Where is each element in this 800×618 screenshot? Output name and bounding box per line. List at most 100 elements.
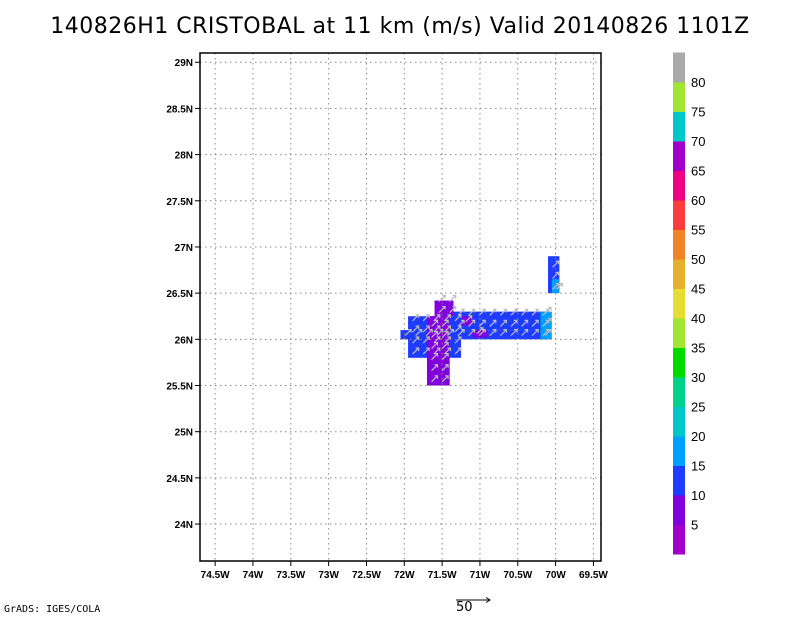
wind-vector-49 bbox=[489, 308, 497, 316]
colorbar-label-2: 15 bbox=[691, 459, 705, 474]
colorbar-label-9: 50 bbox=[691, 252, 705, 267]
wind-vector-31 bbox=[431, 319, 439, 327]
wind-vector-13 bbox=[422, 314, 430, 322]
wind-vector-56 bbox=[531, 319, 539, 327]
colorbar-swatch-5 bbox=[673, 377, 685, 407]
wind-vector-75 bbox=[552, 271, 560, 279]
reference-vector-label: 50 bbox=[456, 600, 473, 615]
wind-vector-22 bbox=[454, 347, 462, 355]
wind-vector-53 bbox=[510, 308, 518, 316]
wind-vector-32 bbox=[441, 375, 449, 383]
footer-credit: GrADS: IGES/COLA bbox=[4, 604, 101, 615]
x-tick-label-2: 73.5W bbox=[276, 570, 305, 581]
colorbar-swatch-13 bbox=[673, 141, 685, 171]
x-tick-label-7: 71W bbox=[470, 570, 491, 581]
y-tick-label-3: 25.5N bbox=[166, 382, 193, 393]
y-tick-label-7: 27.5N bbox=[166, 197, 193, 208]
wind-vector-77 bbox=[555, 282, 563, 290]
wind-vectors bbox=[404, 260, 563, 383]
x-axis: 74.5W 74W 73.5W 73W 72.5W 72W 71.5W 71W 70.5W 70W… bbox=[201, 561, 608, 581]
wind-vector-37 bbox=[441, 319, 449, 327]
wind-vector-12 bbox=[422, 325, 430, 333]
colorbar-swatch-9 bbox=[673, 259, 685, 289]
chart-title: 140826H1 CRISTOBAL at 11 km (m/s) Valid … bbox=[50, 14, 750, 39]
x-tick-label-1: 74W bbox=[243, 570, 264, 581]
colorbar-label-15: 80 bbox=[691, 75, 705, 90]
wind-vector-1 bbox=[415, 329, 423, 337]
colorbar-label-8: 45 bbox=[691, 282, 705, 297]
wind-vector-48 bbox=[489, 319, 497, 327]
colorbar-swatch-12 bbox=[673, 170, 685, 201]
colorbar-label-12: 65 bbox=[691, 164, 705, 179]
wind-vector-50 bbox=[499, 319, 507, 327]
colorbar: 5 10 15 20 25 30 35 40 45 50 55 60 65 70 75 80 bbox=[673, 52, 705, 555]
colorbar-swatch-0 bbox=[673, 524, 685, 555]
colorbar-label-1: 10 bbox=[691, 488, 705, 503]
colorbar-swatch-7 bbox=[673, 318, 685, 348]
wind-vector-44 bbox=[468, 319, 476, 327]
colorbar-label-5: 30 bbox=[691, 370, 705, 385]
wind-vector-69 bbox=[476, 327, 484, 335]
wind-vector-4 bbox=[446, 329, 455, 337]
wind-vector-3 bbox=[436, 329, 444, 337]
wind-vector-61 bbox=[468, 329, 476, 337]
wind-vector-45 bbox=[468, 308, 476, 316]
colorbar-swatch-15 bbox=[673, 82, 685, 112]
wind-vector-8 bbox=[412, 325, 420, 333]
wind-vector-9 bbox=[412, 314, 420, 322]
colorbar-swatch-8 bbox=[673, 288, 685, 319]
wind-vector-40 bbox=[449, 305, 457, 313]
wind-vector-28 bbox=[431, 353, 439, 361]
wind-vector-11 bbox=[422, 336, 430, 344]
wind-vector-29 bbox=[431, 341, 439, 349]
wind-vector-67 bbox=[531, 329, 539, 337]
wind-vector-34 bbox=[441, 353, 449, 361]
y-tick-label-9: 28.5N bbox=[166, 104, 193, 115]
x-tick-label-0: 74.5W bbox=[201, 570, 230, 581]
wind-vector-74 bbox=[552, 282, 560, 290]
wind-vector-51 bbox=[499, 308, 507, 316]
wind-vector-73 bbox=[544, 306, 552, 314]
wind-vector-70 bbox=[465, 315, 473, 323]
wind-vector-71 bbox=[544, 329, 552, 337]
y-tick-label-0: 24N bbox=[175, 520, 193, 531]
wind-vector-55 bbox=[521, 308, 529, 316]
colorbar-label-10: 55 bbox=[691, 223, 705, 238]
wind-vector-64 bbox=[499, 329, 507, 337]
wind-vector-26 bbox=[431, 375, 439, 383]
colorbar-label-6: 35 bbox=[691, 341, 705, 356]
wind-vector-52 bbox=[510, 319, 518, 327]
colorbar-label-14: 75 bbox=[691, 105, 705, 120]
y-tick-label-4: 26N bbox=[175, 335, 193, 346]
x-tick-label-5: 72W bbox=[394, 570, 415, 581]
y-tick-label-1: 24.5N bbox=[166, 474, 193, 485]
wind-vector-42 bbox=[457, 319, 465, 327]
x-tick-label-4: 72.5W bbox=[352, 570, 381, 581]
x-tick-label-8: 70.5W bbox=[503, 570, 532, 581]
colorbar-swatch-16 bbox=[673, 52, 685, 83]
colorbar-swatch-1 bbox=[673, 495, 685, 525]
wind-vector-63 bbox=[489, 329, 497, 337]
wind-vector-46 bbox=[478, 319, 486, 327]
wind-vector-30 bbox=[431, 330, 439, 338]
wind-vector-60 bbox=[457, 329, 465, 337]
wind-vector-33 bbox=[441, 364, 449, 372]
wind-cell-4 bbox=[453, 311, 549, 331]
wind-vector-2 bbox=[425, 329, 433, 337]
colorbar-label-0: 5 bbox=[691, 518, 698, 533]
colorbar-label-13: 70 bbox=[691, 134, 705, 149]
wind-vector-72 bbox=[544, 317, 552, 325]
wind-cell-9 bbox=[548, 256, 560, 294]
wind-vector-38 bbox=[438, 305, 446, 313]
colorbar-swatch-3 bbox=[673, 436, 685, 466]
wind-vector-27 bbox=[431, 364, 439, 372]
colorbar-label-4: 25 bbox=[691, 400, 705, 415]
y-tick-label-5: 26.5N bbox=[166, 289, 193, 300]
wind-vector-54 bbox=[521, 319, 529, 327]
colorbar-label-11: 60 bbox=[691, 193, 705, 208]
wind-vector-43 bbox=[457, 308, 465, 316]
colorbar-swatch-6 bbox=[673, 347, 685, 378]
y-tick-label-2: 25N bbox=[175, 428, 193, 439]
wind-vector-35 bbox=[441, 341, 449, 349]
